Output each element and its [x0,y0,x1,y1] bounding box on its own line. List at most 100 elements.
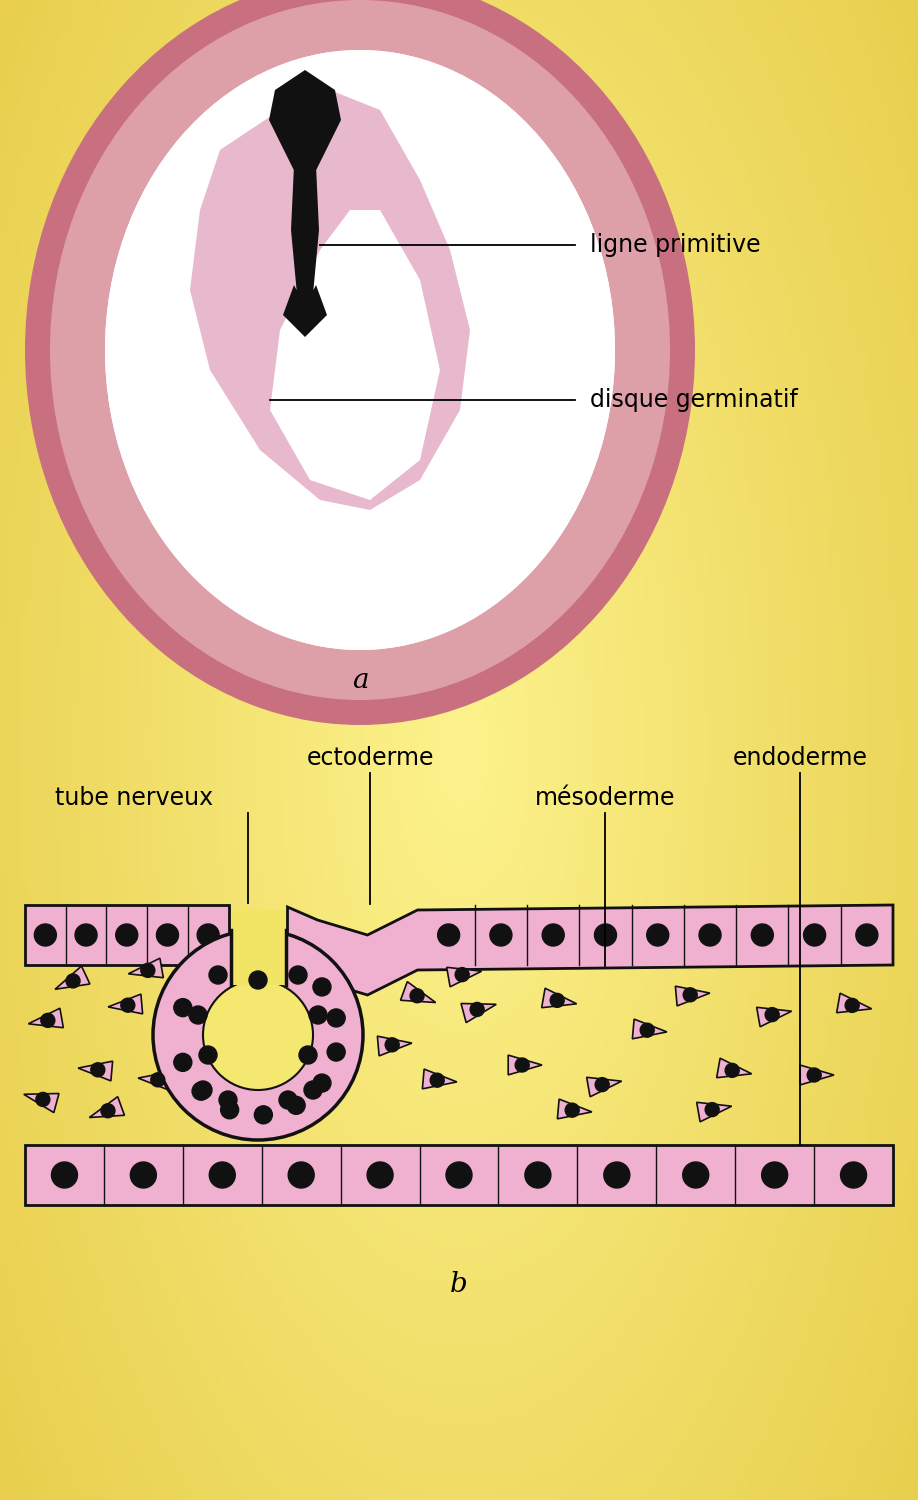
Ellipse shape [25,0,695,724]
Polygon shape [676,986,710,1006]
Bar [230,910,285,986]
Circle shape [410,988,424,1004]
Text: a: a [352,666,368,693]
Circle shape [313,1074,331,1092]
Text: ectoderme: ectoderme [307,746,433,770]
Circle shape [174,1053,192,1071]
Circle shape [209,966,227,984]
Circle shape [194,1082,212,1100]
Circle shape [515,1058,529,1072]
Circle shape [699,924,721,946]
Circle shape [174,999,192,1017]
Circle shape [153,930,363,1140]
Circle shape [683,1162,709,1188]
Circle shape [219,1090,237,1108]
Circle shape [455,968,469,981]
Text: tube nerveux: tube nerveux [55,786,213,810]
Circle shape [327,1042,345,1060]
Circle shape [751,924,773,946]
Polygon shape [129,958,163,978]
Circle shape [490,924,512,946]
Polygon shape [190,90,470,510]
Circle shape [75,924,97,946]
Circle shape [91,1064,105,1077]
Text: disque germinatif: disque germinatif [590,388,798,412]
Circle shape [841,1162,867,1188]
Circle shape [386,1038,399,1052]
Polygon shape [422,1070,457,1089]
Polygon shape [800,1065,834,1084]
Polygon shape [28,1008,63,1028]
Circle shape [199,1046,217,1064]
Circle shape [647,924,668,946]
Polygon shape [542,988,577,1008]
Circle shape [313,978,331,996]
Ellipse shape [105,50,615,650]
Circle shape [279,1090,297,1108]
Polygon shape [400,981,436,1002]
Polygon shape [78,1060,113,1082]
Circle shape [220,1101,239,1119]
Circle shape [705,1102,719,1116]
Circle shape [543,924,565,946]
Polygon shape [697,1102,732,1122]
Text: b: b [450,1272,468,1299]
Circle shape [595,1077,610,1092]
Circle shape [431,1072,444,1088]
Circle shape [807,1068,822,1082]
Ellipse shape [50,0,670,700]
Circle shape [803,924,825,946]
Circle shape [595,924,617,946]
Circle shape [766,1008,779,1022]
Circle shape [287,1096,305,1114]
Circle shape [446,1162,472,1188]
Text: mésoderme: mésoderme [535,786,676,810]
Polygon shape [89,1096,125,1118]
Polygon shape [269,70,341,338]
Polygon shape [836,993,872,1012]
Polygon shape [55,966,90,990]
Circle shape [249,970,267,988]
Circle shape [254,1106,273,1124]
Polygon shape [461,1004,497,1023]
Circle shape [299,1046,317,1064]
Bar [25,1144,893,1204]
Polygon shape [447,968,482,987]
Circle shape [288,1162,314,1188]
Circle shape [550,993,565,1008]
Polygon shape [108,994,142,1014]
Circle shape [604,1162,630,1188]
Circle shape [189,1007,207,1025]
Circle shape [140,963,155,978]
Circle shape [856,924,878,946]
Text: ligne primitive: ligne primitive [590,232,761,256]
Circle shape [683,988,697,1002]
Circle shape [197,924,219,946]
Circle shape [36,1092,50,1107]
Circle shape [525,1162,551,1188]
Polygon shape [509,1054,542,1076]
Circle shape [289,966,307,984]
Circle shape [121,998,135,1012]
Circle shape [304,1082,322,1100]
Circle shape [51,1162,77,1188]
Circle shape [438,924,460,946]
Polygon shape [24,1094,59,1113]
Circle shape [151,1072,165,1088]
Circle shape [66,974,80,988]
FancyBboxPatch shape [25,904,229,964]
Circle shape [309,1007,327,1025]
Polygon shape [717,1058,752,1077]
Text: endoderme: endoderme [733,746,868,770]
Circle shape [470,1002,484,1017]
Polygon shape [633,1019,666,1040]
Circle shape [192,1082,210,1100]
Polygon shape [270,210,440,500]
Circle shape [101,1104,115,1118]
Circle shape [327,1010,345,1028]
Circle shape [34,924,56,946]
Circle shape [203,980,313,1090]
Circle shape [845,999,859,1012]
Polygon shape [138,1071,173,1090]
Circle shape [116,924,138,946]
